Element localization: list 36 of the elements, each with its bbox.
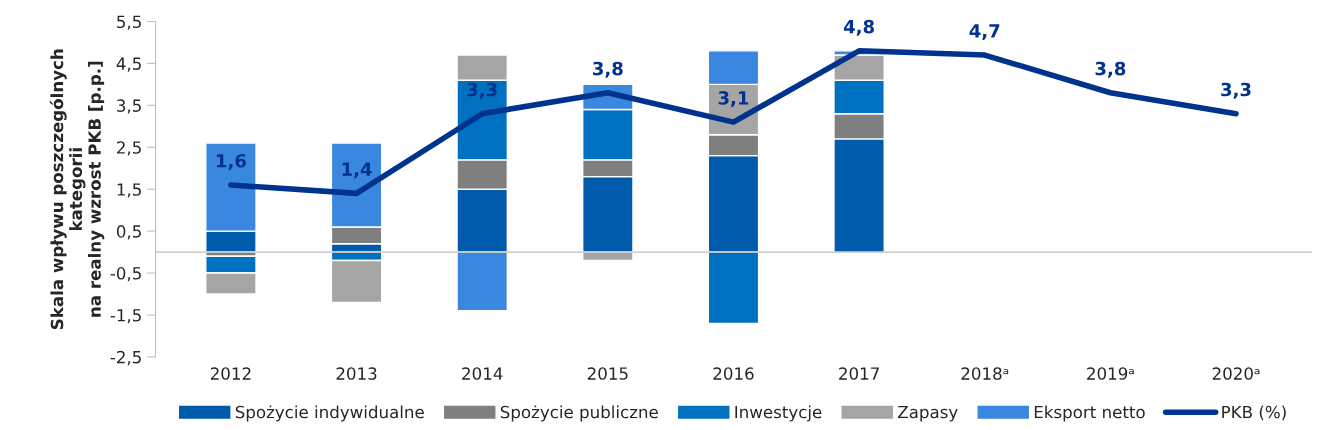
legend-label: Zapasy bbox=[898, 405, 958, 422]
data-label: 3,8 bbox=[593, 61, 623, 78]
y-tick-label: -0,5 bbox=[110, 267, 141, 282]
x-tick-label: 2013 bbox=[336, 367, 377, 380]
x-tick-label: 2016 bbox=[713, 367, 754, 380]
x-tick-label: 2017 bbox=[839, 367, 879, 380]
x-tick-label: 2018ᵃ bbox=[961, 367, 1009, 380]
bar bbox=[707, 251, 760, 325]
data-label: 1,4 bbox=[342, 162, 372, 179]
x-tick-label: 2012 bbox=[210, 367, 251, 380]
x-tick-label: 2020ᵃ bbox=[1212, 367, 1260, 380]
x-tick-label: 2015 bbox=[587, 367, 628, 380]
y-axis-title: Skala wpływu poszczególnych kategorii na realny wzrost PKB [p.p.] bbox=[49, 49, 105, 329]
y-tick-label: 3,5 bbox=[117, 99, 141, 114]
y-tick-label: -1,5 bbox=[110, 309, 141, 324]
legend-label: Spożycie publiczne bbox=[500, 405, 658, 422]
bar bbox=[456, 251, 509, 312]
legend-label: Inwestycje bbox=[735, 405, 822, 422]
x-tick-label: 2014 bbox=[462, 367, 503, 380]
data-label: 3,3 bbox=[467, 82, 497, 99]
y-tick-label: 2,5 bbox=[117, 141, 141, 156]
data-label: 3,3 bbox=[1221, 82, 1251, 99]
x-tick-label: 2019ᵃ bbox=[1087, 367, 1134, 380]
data-label: 3,1 bbox=[718, 91, 749, 108]
legend-label: PKB (%) bbox=[1222, 405, 1286, 421]
data-label: 3,8 bbox=[1095, 61, 1126, 78]
data-label: 1,6 bbox=[216, 153, 246, 170]
y-tick-label: 0,5 bbox=[116, 225, 141, 240]
y-tick-label: 4,5 bbox=[116, 57, 141, 72]
legend-label: Spożycie indywidualne bbox=[235, 405, 424, 422]
y-tick-label: -2,5 bbox=[110, 350, 141, 366]
y-tick-label: 5,5 bbox=[117, 15, 141, 30]
legend-label: Eksport netto bbox=[1034, 405, 1145, 422]
data-label: 4,8 bbox=[843, 19, 874, 36]
data-label: 4,7 bbox=[969, 24, 1000, 40]
y-tick-label: 1,5 bbox=[117, 183, 141, 198]
